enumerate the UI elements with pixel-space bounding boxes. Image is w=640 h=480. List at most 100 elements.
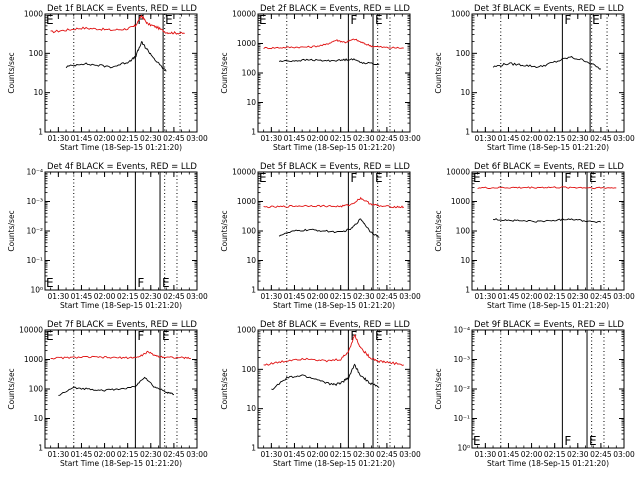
y-axis-label: Counts/sec bbox=[434, 52, 443, 93]
x-tick-label: 03:00 bbox=[186, 450, 208, 459]
flare-marker-label: F bbox=[137, 276, 144, 290]
x-axis-label: Start Time (18-Sep-15 01:21:20) bbox=[60, 301, 182, 310]
x-tick-label: 02:45 bbox=[163, 134, 185, 143]
x-tick-label: 01:30 bbox=[48, 292, 70, 301]
y-axis-label: Counts/sec bbox=[7, 210, 16, 251]
panel-det-7: Det 7f BLACK = Events, RED = LLD 1 10 100 10… bbox=[7, 320, 208, 468]
y-tick-label: 10 bbox=[460, 256, 470, 265]
x-tick-label: 02:15 bbox=[330, 134, 352, 143]
x-tick-label: 02:00 bbox=[94, 450, 116, 459]
end-marker-label: E bbox=[589, 171, 597, 185]
x-tick-label: 01:30 bbox=[48, 450, 70, 459]
panel-det-6: Det 6f BLACK = Events, RED = LLD 1 10 100 10… bbox=[434, 162, 635, 310]
panel-det-2: Det 2f BLACK = Events, RED = LLD 1 10 100 10… bbox=[220, 4, 421, 152]
start-marker-label: E bbox=[259, 171, 267, 185]
events-series-line bbox=[492, 55, 601, 70]
y-tick-label: 100 bbox=[456, 227, 471, 236]
x-axis-label: Start Time (18-Sep-15 01:21:20) bbox=[60, 459, 182, 468]
x-axis-label: Start Time (18-Sep-15 01:21:20) bbox=[273, 301, 395, 310]
events-series-line bbox=[278, 58, 380, 66]
y-tick-label: 1000 bbox=[237, 326, 256, 335]
x-tick-label: 02:30 bbox=[140, 292, 162, 301]
end-marker-label: E bbox=[375, 171, 383, 185]
end-marker-label: E bbox=[375, 329, 383, 343]
panel-title: Det 3f BLACK = Events, RED = LLD bbox=[474, 4, 624, 14]
y-tick-label: 1 bbox=[251, 128, 256, 137]
y-axis-label: Counts/sec bbox=[434, 368, 443, 409]
x-axis-label: Start Time (18-Sep-15 01:21:20) bbox=[273, 459, 395, 468]
x-axis-label: Start Time (18-Sep-15 01:21:20) bbox=[487, 459, 609, 468]
start-marker-label: E bbox=[473, 434, 481, 448]
y-tick-label: 10 bbox=[246, 256, 256, 265]
y-tick-label: 100 bbox=[456, 49, 471, 58]
x-tick-label: 02:15 bbox=[117, 292, 139, 301]
start-marker-label: E bbox=[473, 171, 481, 185]
x-tick-label: 01:45 bbox=[284, 134, 306, 143]
plot-frame bbox=[257, 13, 411, 133]
x-tick-label: 03:00 bbox=[613, 292, 635, 301]
end-marker-label: E bbox=[375, 13, 383, 27]
panel-title: Det 9f BLACK = Events, RED = LLD bbox=[474, 320, 624, 330]
events-series-line bbox=[493, 218, 602, 223]
x-tick-label: 02:00 bbox=[521, 292, 543, 301]
x-tick-label: 02:00 bbox=[94, 292, 116, 301]
plot-frame bbox=[257, 171, 411, 291]
x-tick-label: 02:30 bbox=[140, 134, 162, 143]
y-tick-label: 1000 bbox=[24, 10, 43, 19]
x-tick-label: 02:15 bbox=[544, 292, 566, 301]
x-tick-label: 02:45 bbox=[376, 134, 398, 143]
y-tick-label: 100 bbox=[242, 365, 257, 374]
x-axis-label: Start Time (18-Sep-15 01:21:20) bbox=[273, 143, 395, 152]
x-tick-label: 01:30 bbox=[475, 134, 497, 143]
y-tick-label: 10 bbox=[246, 98, 256, 107]
x-tick-label: 02:30 bbox=[567, 134, 589, 143]
x-tick-label: 02:45 bbox=[163, 292, 185, 301]
plot-frame bbox=[471, 13, 625, 133]
events-series-line bbox=[65, 41, 167, 72]
y-tick-label: 10000 bbox=[446, 168, 470, 177]
x-tick-label: 02:45 bbox=[376, 292, 398, 301]
y-tick-label: 100 bbox=[29, 385, 44, 394]
x-tick-label: 01:30 bbox=[475, 450, 497, 459]
events-series-line bbox=[271, 363, 380, 390]
y-tick-label: 1 bbox=[251, 286, 256, 295]
x-tick-label: 02:00 bbox=[307, 450, 329, 459]
start-marker-label: E bbox=[259, 13, 267, 27]
x-tick-label: 02:00 bbox=[307, 134, 329, 143]
y-tick-label: 1000 bbox=[24, 355, 43, 364]
lld-series-line bbox=[50, 14, 185, 35]
y-tick-label: 100 bbox=[242, 227, 257, 236]
panel-det-4: Det 4f BLACK = Events, RED = LLD 10⁰ 10⁻¹ 1… bbox=[7, 162, 208, 310]
x-tick-label: 02:30 bbox=[353, 134, 375, 143]
x-tick-label: 02:00 bbox=[94, 134, 116, 143]
x-tick-label: 03:00 bbox=[613, 134, 635, 143]
y-tick-label: 10 bbox=[246, 404, 256, 413]
x-tick-label: 01:30 bbox=[48, 134, 70, 143]
flare-marker-label: F bbox=[137, 329, 144, 343]
x-tick-label: 02:45 bbox=[590, 134, 612, 143]
y-axis-label: Counts/sec bbox=[7, 368, 16, 409]
events-series-line bbox=[278, 218, 380, 238]
panel-det-5: Det 5f BLACK = Events, RED = LLD 1 10 100 10… bbox=[220, 162, 421, 310]
x-tick-label: 01:45 bbox=[284, 450, 306, 459]
panel-det-9: Det 9f BLACK = Events, RED = LLD 10⁰ 10⁻¹ 1… bbox=[434, 320, 635, 468]
x-tick-label: 03:00 bbox=[613, 450, 635, 459]
end-marker-label: E bbox=[162, 329, 170, 343]
end-marker-label: E bbox=[589, 434, 597, 448]
flare-marker-label: F bbox=[350, 13, 357, 27]
x-axis-label: Start Time (18-Sep-15 01:21:20) bbox=[487, 301, 609, 310]
start-marker-label: E bbox=[46, 276, 54, 290]
events-series-line bbox=[58, 376, 174, 396]
x-tick-label: 02:15 bbox=[544, 134, 566, 143]
panel-title: Det 8f BLACK = Events, RED = LLD bbox=[260, 320, 410, 330]
x-tick-label: 03:00 bbox=[399, 134, 421, 143]
x-tick-label: 01:30 bbox=[261, 450, 283, 459]
x-tick-label: 02:00 bbox=[307, 292, 329, 301]
y-tick-label: 10000 bbox=[19, 326, 43, 335]
start-marker-label: E bbox=[46, 13, 54, 27]
y-tick-label: 10⁻³ bbox=[453, 355, 470, 364]
y-tick-label: 1000 bbox=[237, 197, 256, 206]
y-tick-label: 10⁻³ bbox=[26, 197, 43, 206]
lld-series-line bbox=[263, 38, 404, 50]
y-tick-label: 1000 bbox=[451, 10, 470, 19]
